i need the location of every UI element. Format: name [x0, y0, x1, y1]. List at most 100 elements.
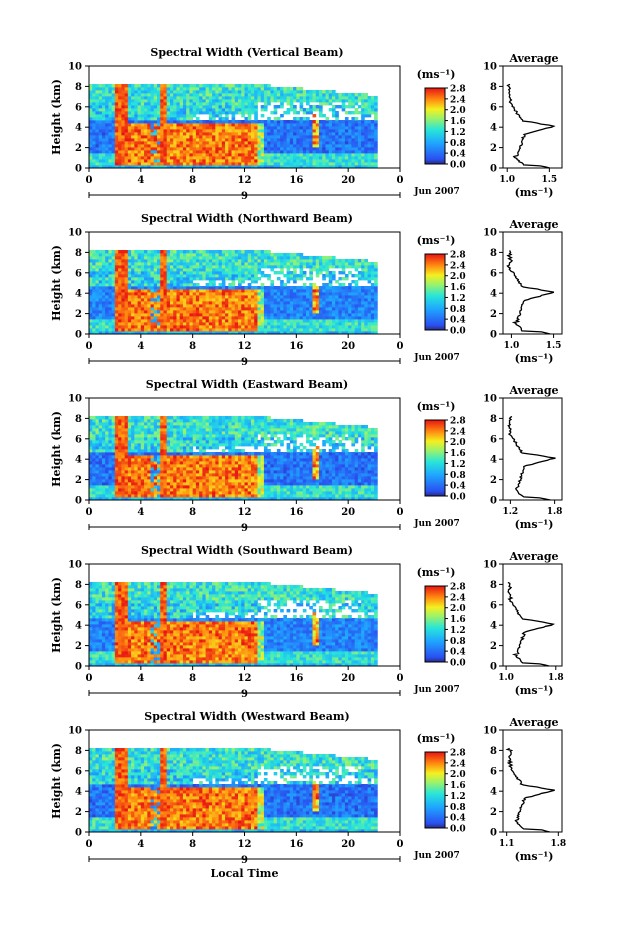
- heatmap-cell: [144, 289, 148, 293]
- heatmap-cell: [186, 304, 190, 308]
- heatmap-cell: [319, 316, 323, 320]
- heatmap-cell: [108, 316, 113, 320]
- heatmap-cell: [302, 283, 307, 287]
- heatmap-cell: [306, 120, 310, 124]
- heatmap-cell: [157, 108, 161, 112]
- heatmap-cell: [163, 310, 168, 314]
- heatmap-cell: [121, 87, 126, 91]
- heatmap-cell: [348, 129, 352, 133]
- heatmap-cell: [361, 138, 365, 142]
- heatmap-cell: [374, 262, 378, 266]
- heatmap-cell: [244, 331, 249, 335]
- heatmap-cell: [163, 331, 168, 335]
- colorbar-tick-label: 1.2: [450, 128, 466, 138]
- heatmap-cell: [176, 156, 181, 160]
- heatmap-cell: [147, 304, 151, 308]
- heatmap-cell: [208, 93, 213, 97]
- heatmap-cell: [95, 153, 100, 157]
- heatmap-cell: [131, 289, 135, 293]
- heatmap-cell: [182, 120, 187, 124]
- heatmap-cell: [309, 259, 313, 263]
- heatmap-cell: [189, 313, 194, 317]
- heatmap-cell: [199, 265, 203, 269]
- heatmap-cell: [195, 256, 200, 260]
- heatmap-cell: [124, 295, 129, 299]
- heatmap-cell: [247, 271, 252, 275]
- heatmap-cell: [357, 301, 362, 305]
- heatmap-cell: [111, 274, 116, 278]
- heatmap-cell: [238, 322, 242, 326]
- heatmap-cell: [173, 150, 177, 154]
- heatmap-cell: [208, 165, 213, 169]
- heatmap-cell: [250, 162, 255, 166]
- heatmap-cell: [270, 283, 275, 287]
- heatmap-cell: [247, 165, 252, 169]
- heatmap-cell: [331, 256, 336, 260]
- heatmap-cell: [250, 135, 255, 139]
- heatmap-cell: [322, 298, 326, 302]
- heatmap-cell: [173, 277, 177, 281]
- heatmap-cell: [186, 316, 190, 320]
- heatmap-cell: [254, 271, 258, 275]
- heatmap-cell: [257, 132, 262, 136]
- heatmap-cell: [212, 96, 216, 100]
- heatmap-cell: [169, 165, 174, 169]
- heatmap-cell: [315, 135, 320, 139]
- heatmap-cell: [150, 141, 155, 145]
- heatmap-cell: [283, 150, 288, 154]
- heatmap-cell: [176, 147, 181, 151]
- heatmap-cell: [150, 114, 155, 118]
- heatmap-cell: [263, 147, 268, 151]
- heatmap-cell: [160, 123, 164, 127]
- heatmap-cell: [260, 262, 265, 266]
- heatmap-cell: [344, 262, 349, 266]
- heatmap-cell: [306, 165, 310, 169]
- heatmap-cell: [325, 271, 330, 275]
- heatmap-cell: [124, 268, 129, 272]
- heatmap-cell: [111, 256, 116, 260]
- heatmap-cell: [127, 147, 132, 151]
- heatmap-cell: [98, 304, 103, 308]
- heatmap-cell: [328, 277, 333, 281]
- heatmap-cell: [101, 461, 106, 465]
- heatmap-cell: [89, 162, 93, 166]
- heatmap-cell: [150, 298, 155, 302]
- heatmap-cell: [306, 307, 310, 311]
- heatmap-cell: [192, 156, 197, 160]
- heatmap-cell: [374, 108, 378, 112]
- heatmap-cell: [160, 108, 164, 112]
- heatmap-cell: [169, 96, 174, 100]
- heatmap-cell: [153, 150, 158, 154]
- heatmap-cell: [215, 265, 219, 269]
- heatmap-cell: [315, 153, 320, 157]
- heatmap-cell: [95, 132, 100, 136]
- heatmap-cell: [95, 150, 100, 154]
- heatmap-cell: [357, 271, 362, 275]
- heatmap-cell: [202, 250, 207, 254]
- heatmap-cell: [108, 277, 113, 281]
- heatmap-cell: [95, 301, 100, 305]
- heatmap-cell: [218, 156, 223, 160]
- heatmap-cell: [205, 144, 210, 148]
- colorbar-tick-label: 1.2: [450, 294, 466, 304]
- heatmap-cell: [202, 292, 207, 296]
- heatmap-cell: [257, 295, 262, 299]
- heatmap-cell: [283, 156, 288, 160]
- heatmap-cell: [241, 156, 245, 160]
- heatmap-cell: [186, 253, 190, 257]
- heatmap-cell: [173, 87, 177, 91]
- heatmap-cell: [163, 277, 168, 281]
- heatmap-cell: [92, 497, 96, 501]
- heatmap-cell: [127, 138, 132, 142]
- heatmap-cell: [163, 156, 168, 160]
- heatmap-cell: [231, 126, 236, 130]
- heatmap-cell: [263, 153, 268, 157]
- heatmap-cell: [289, 331, 294, 335]
- heatmap-cell: [189, 153, 194, 157]
- heatmap-cell: [179, 87, 184, 91]
- heatmap-cell: [344, 150, 349, 154]
- heatmap-cell: [247, 162, 252, 166]
- heatmap-cell: [89, 470, 93, 474]
- heatmap-cell: [157, 147, 161, 151]
- heatmap-cell: [208, 262, 213, 266]
